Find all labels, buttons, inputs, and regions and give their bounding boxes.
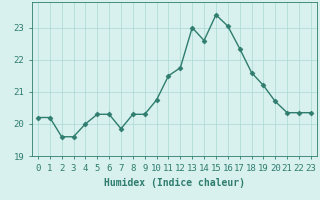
X-axis label: Humidex (Indice chaleur): Humidex (Indice chaleur) xyxy=(104,178,245,188)
